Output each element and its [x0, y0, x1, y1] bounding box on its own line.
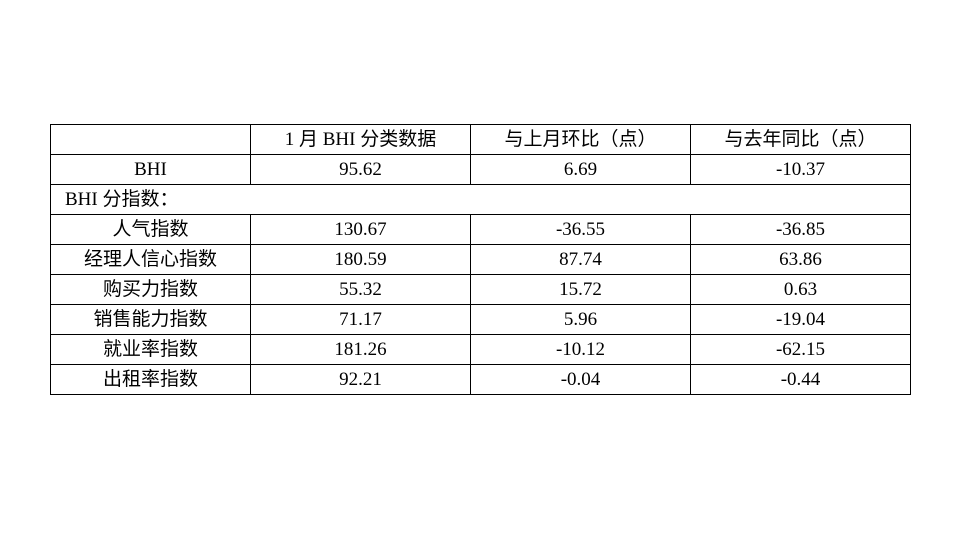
table-row: 销售能力指数 71.17 5.96 -19.04 — [51, 305, 911, 335]
col-header-blank — [51, 125, 251, 155]
section-label: BHI 分指数： — [51, 185, 911, 215]
row-label: 经理人信心指数 — [51, 245, 251, 275]
row-label: 销售能力指数 — [51, 305, 251, 335]
table-row: 出租率指数 92.21 -0.04 -0.44 — [51, 365, 911, 395]
table-row: 购买力指数 55.32 15.72 0.63 — [51, 275, 911, 305]
row-value: 55.32 — [251, 275, 471, 305]
row-yoy: -19.04 — [691, 305, 911, 335]
row-mom: 6.69 — [471, 155, 691, 185]
table-section-row: BHI 分指数： — [51, 185, 911, 215]
table-header-row: 1 月 BHI 分类数据 与上月环比（点） 与去年同比（点） — [51, 125, 911, 155]
col-header-mom: 与上月环比（点） — [471, 125, 691, 155]
row-yoy: -36.85 — [691, 215, 911, 245]
row-yoy: -10.37 — [691, 155, 911, 185]
row-label: BHI — [51, 155, 251, 185]
row-mom: -0.04 — [471, 365, 691, 395]
row-value: 95.62 — [251, 155, 471, 185]
table-row-bhi: BHI 95.62 6.69 -10.37 — [51, 155, 911, 185]
row-mom: -36.55 — [471, 215, 691, 245]
row-label: 就业率指数 — [51, 335, 251, 365]
row-mom: 5.96 — [471, 305, 691, 335]
row-mom: 15.72 — [471, 275, 691, 305]
bhi-table: 1 月 BHI 分类数据 与上月环比（点） 与去年同比（点） BHI 95.62… — [50, 124, 911, 395]
page: 1 月 BHI 分类数据 与上月环比（点） 与去年同比（点） BHI 95.62… — [0, 0, 960, 540]
table-row: 人气指数 130.67 -36.55 -36.85 — [51, 215, 911, 245]
row-label: 人气指数 — [51, 215, 251, 245]
row-label: 购买力指数 — [51, 275, 251, 305]
row-mom: 87.74 — [471, 245, 691, 275]
row-yoy: -0.44 — [691, 365, 911, 395]
col-header-yoy: 与去年同比（点） — [691, 125, 911, 155]
row-yoy: -62.15 — [691, 335, 911, 365]
table-row: 经理人信心指数 180.59 87.74 63.86 — [51, 245, 911, 275]
row-label: 出租率指数 — [51, 365, 251, 395]
row-yoy: 0.63 — [691, 275, 911, 305]
row-mom: -10.12 — [471, 335, 691, 365]
row-value: 92.21 — [251, 365, 471, 395]
col-header-value: 1 月 BHI 分类数据 — [251, 125, 471, 155]
table-row: 就业率指数 181.26 -10.12 -62.15 — [51, 335, 911, 365]
row-value: 181.26 — [251, 335, 471, 365]
row-value: 130.67 — [251, 215, 471, 245]
row-value: 180.59 — [251, 245, 471, 275]
row-yoy: 63.86 — [691, 245, 911, 275]
row-value: 71.17 — [251, 305, 471, 335]
